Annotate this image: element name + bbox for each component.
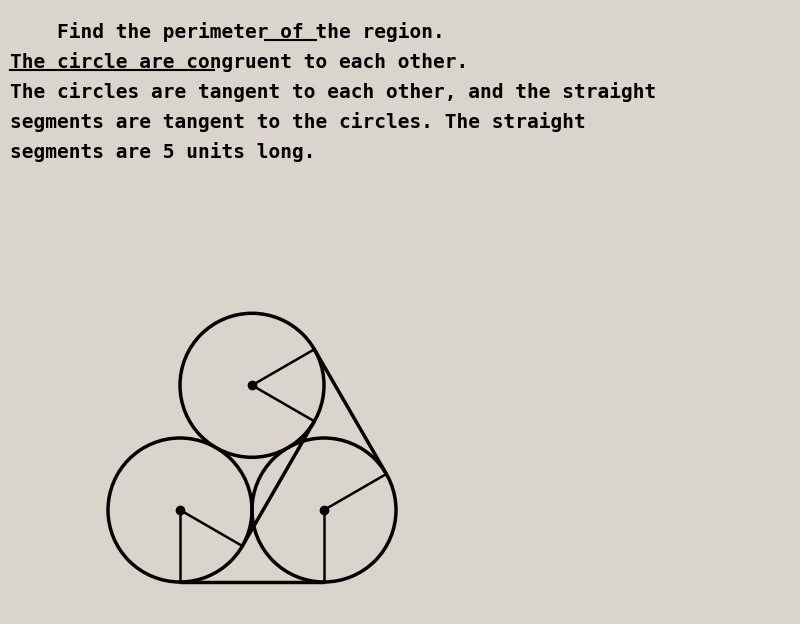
Text: segments are 5 units long.: segments are 5 units long. (10, 142, 315, 162)
Text: The circles are tangent to each other, and the straight: The circles are tangent to each other, a… (10, 82, 656, 102)
Text: segments are tangent to the circles. The straight: segments are tangent to the circles. The… (10, 112, 586, 132)
Text: Find the perimeter of the region.: Find the perimeter of the region. (10, 22, 445, 42)
Text: The circle are congruent to each other.: The circle are congruent to each other. (10, 52, 468, 72)
